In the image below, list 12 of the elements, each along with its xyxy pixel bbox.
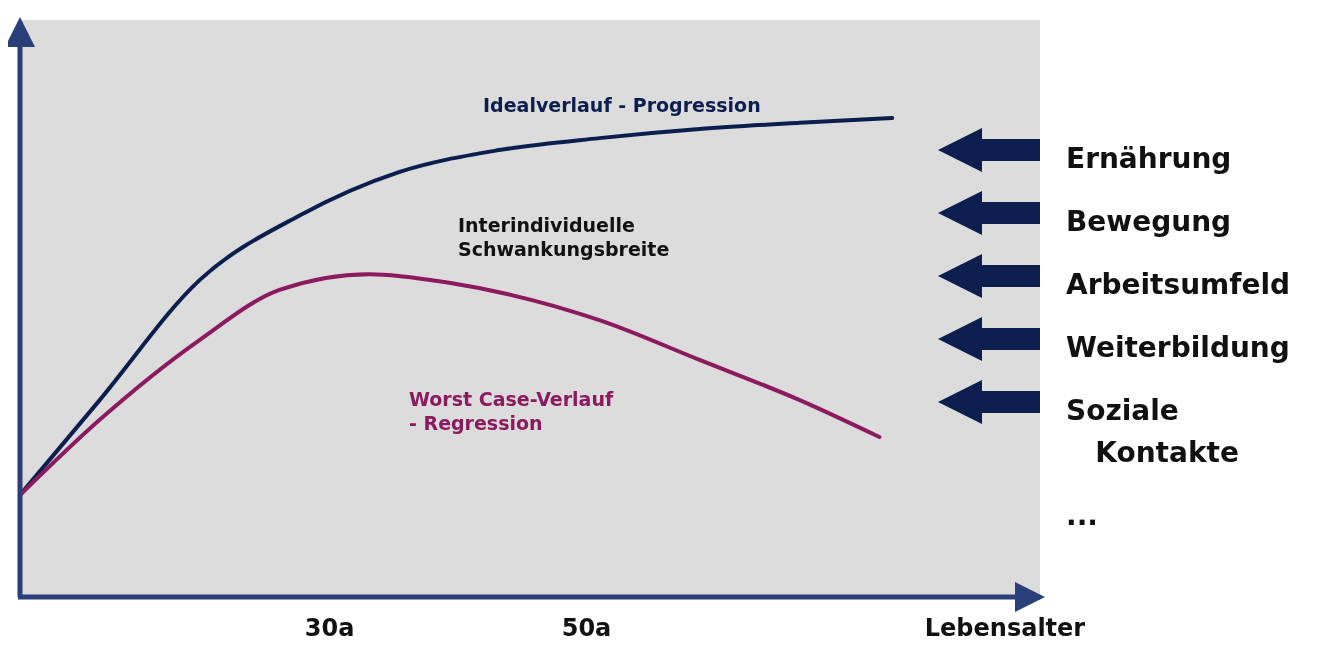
text: Arbeitsumfeld xyxy=(1066,268,1291,301)
text: Bewegung xyxy=(1066,205,1232,238)
x-axis-title: Lebensalter xyxy=(924,614,1086,642)
series-label: Idealverlauf - Progression xyxy=(483,94,761,116)
x-tick-label: 50a xyxy=(561,614,612,642)
text: Ernährung xyxy=(1066,142,1232,175)
text: Soziale Kontakte xyxy=(1066,394,1239,469)
text: ... xyxy=(1066,499,1098,532)
text: Weiterbildung xyxy=(1066,331,1290,364)
annotation: Interindividuelle Schwankungsbreite xyxy=(458,214,670,260)
x-tick-label: 30a xyxy=(304,614,355,642)
text: Worst Case-Verlauf - Regression xyxy=(409,388,614,434)
